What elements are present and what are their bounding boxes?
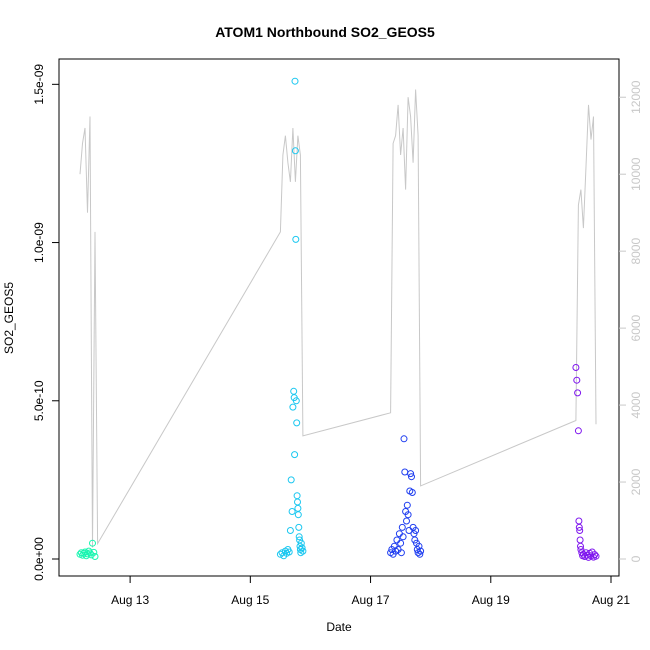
data-point (408, 489, 416, 496)
data-point (403, 517, 410, 525)
data-point (591, 551, 599, 559)
data-point (91, 553, 99, 560)
data-point (397, 539, 405, 547)
data-point (575, 523, 583, 531)
data-point (399, 533, 407, 541)
y2-tick-label: 10000 (629, 157, 643, 191)
data-point (576, 527, 584, 534)
data-point (415, 542, 423, 550)
data-point (400, 435, 408, 443)
data-point (417, 547, 425, 555)
y2-tick-label: 2000 (629, 468, 643, 495)
y2-tick-label: 12000 (629, 80, 643, 114)
data-point (291, 451, 299, 459)
data-point (287, 476, 295, 484)
data-point (295, 533, 303, 541)
data-point (572, 364, 580, 371)
y-tick-label: 1.5e-09 (32, 64, 46, 105)
data-point (297, 539, 305, 547)
chart-title: ATOM1 Northbound SO2_GEOS5 (215, 24, 435, 40)
data-point (86, 549, 94, 557)
x-tick-label: Aug 17 (352, 593, 390, 607)
x-tick-label: Aug 13 (111, 593, 149, 607)
data-point (285, 548, 293, 556)
data-point (408, 473, 415, 481)
data-point (288, 508, 296, 515)
y-tick-label: 0.0e+00 (32, 537, 46, 581)
data-point (398, 523, 406, 531)
data-point (416, 550, 424, 558)
data-point (292, 397, 300, 405)
y2-axis: 0 2000 4000 6000 8000 10000 12000 (619, 80, 643, 562)
data-point (294, 511, 302, 519)
x-tick-label: Aug 19 (472, 593, 510, 607)
x-axis: Aug 13 Aug 15 Aug 17 Aug 19 Aug 21 (111, 576, 630, 607)
data-point (573, 376, 581, 384)
data-point (89, 539, 96, 547)
data-point (577, 542, 584, 550)
y2-tick-label: 6000 (629, 314, 643, 341)
y2-tick-label: 4000 (629, 391, 643, 418)
y2-tick-label: 0 (629, 555, 643, 562)
y-tick-label: 5.0e-10 (32, 380, 46, 421)
data-point (295, 523, 303, 531)
data-point (592, 552, 600, 560)
x-tick-label: Aug 15 (231, 593, 269, 607)
data-points (76, 77, 600, 561)
data-point (90, 548, 98, 556)
y2-tick-label: 8000 (629, 238, 643, 265)
data-point (292, 235, 300, 243)
x-axis-label: Date (326, 620, 352, 634)
x-tick-label: Aug 21 (592, 593, 630, 607)
altitude-layer (79, 89, 597, 548)
y-tick-label: 1.0e-09 (32, 222, 46, 263)
data-point (291, 77, 299, 85)
data-point (574, 389, 582, 397)
y-axis-label: SO2_GEOS5 (2, 282, 16, 354)
plot-box (58, 58, 620, 577)
y-axis: 0.0e+00 5.0e-10 1.0e-09 1.5e-09 (32, 64, 59, 581)
data-point (293, 419, 301, 427)
altitude-line (79, 89, 597, 548)
data-point (297, 549, 305, 557)
data-point (403, 501, 411, 509)
data-point (289, 403, 297, 411)
data-point (298, 544, 306, 552)
data-point (404, 511, 412, 519)
data-point (412, 527, 420, 534)
data-point (574, 427, 582, 435)
data-point (407, 470, 415, 478)
data-point (286, 527, 294, 534)
data-point (397, 549, 405, 557)
data-point (291, 147, 299, 155)
data-point (299, 547, 307, 555)
